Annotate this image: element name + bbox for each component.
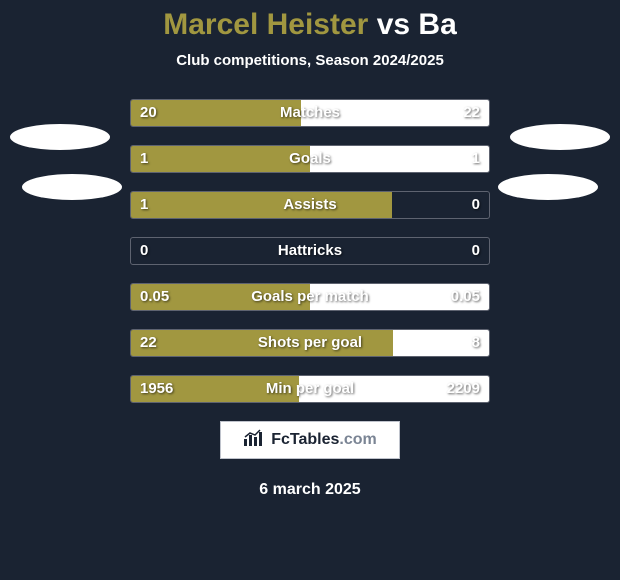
stat-row: 10Assists: [130, 191, 490, 219]
stat-label: Min per goal: [130, 375, 490, 403]
stat-label: Goals per match: [130, 283, 490, 311]
brand-badge: FcTables.com: [220, 421, 400, 459]
player2-avatar-placeholder: [510, 124, 610, 150]
player1-logo-placeholder: [22, 174, 122, 200]
stat-label: Goals: [130, 145, 490, 173]
title: Marcel Heister vs Ba: [0, 8, 620, 42]
player2-name: Ba: [418, 8, 456, 41]
player1-avatar-placeholder: [10, 124, 110, 150]
stat-row: 2022Matches: [130, 99, 490, 127]
stat-row: 00Hattricks: [130, 237, 490, 265]
player2-logo-placeholder: [498, 174, 598, 200]
stat-label: Shots per goal: [130, 329, 490, 357]
stat-row: 228Shots per goal: [130, 329, 490, 357]
player1-name: Marcel Heister: [163, 8, 368, 41]
stat-label: Hattricks: [130, 237, 490, 265]
stat-row: 11Goals: [130, 145, 490, 173]
comparison-card: Marcel Heister vs Ba Club competitions, …: [0, 0, 620, 580]
stat-row: 19562209Min per goal: [130, 375, 490, 403]
brand-chart-icon: [243, 429, 267, 452]
stat-row: 0.050.05Goals per match: [130, 283, 490, 311]
brand-text: FcTables.com: [271, 431, 377, 449]
date: 6 march 2025: [0, 481, 620, 499]
stat-label: Assists: [130, 191, 490, 219]
stat-label: Matches: [130, 99, 490, 127]
brand-domain: .com: [339, 431, 376, 448]
brand-name: FcTables: [271, 431, 339, 448]
vs-text: vs: [377, 8, 410, 41]
subtitle: Club competitions, Season 2024/2025: [0, 52, 620, 69]
